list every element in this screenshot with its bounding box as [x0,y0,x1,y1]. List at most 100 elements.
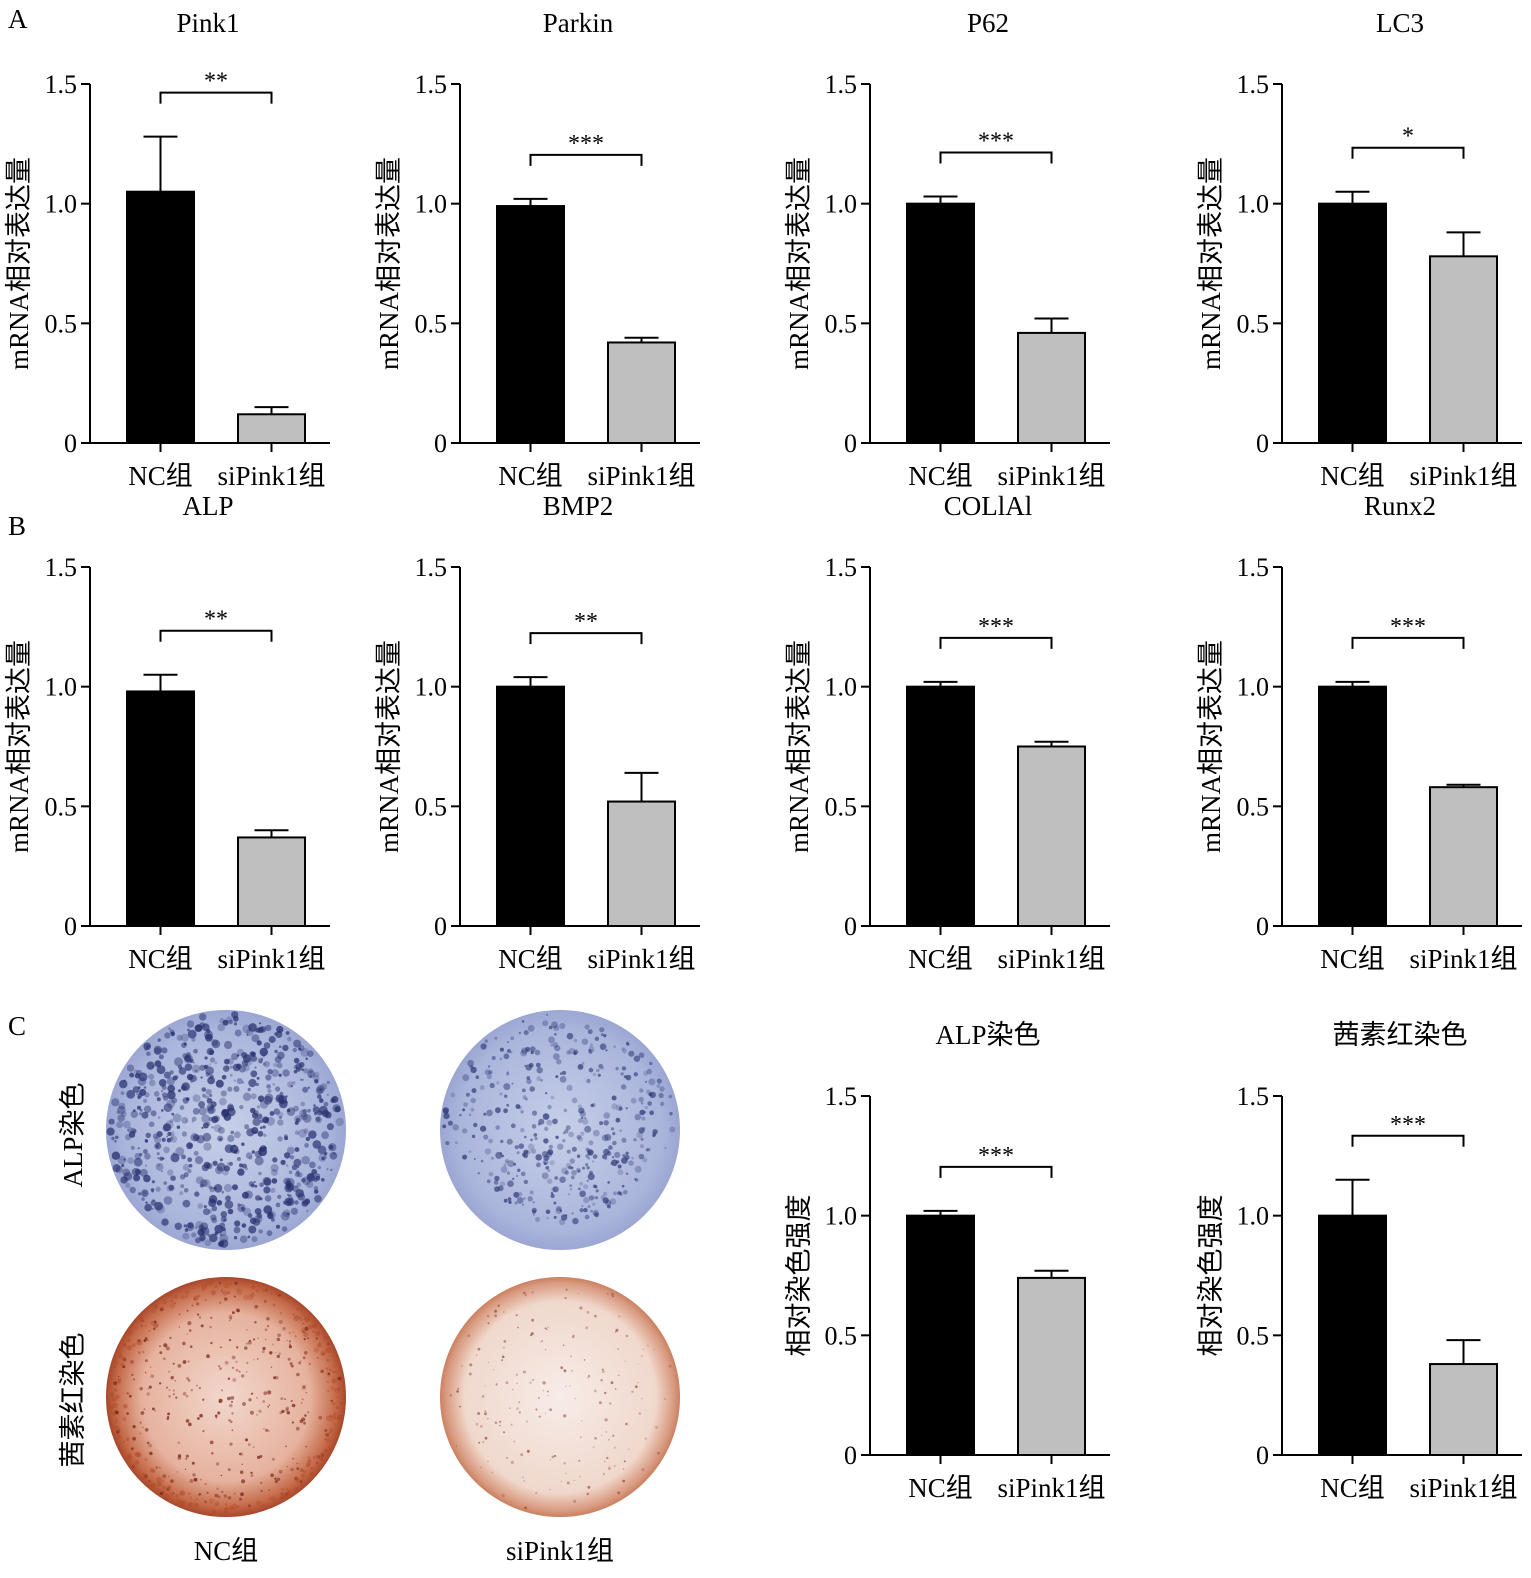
stain-speck [544,1126,549,1131]
stain-speck [302,1330,305,1334]
stain-speck [308,1363,311,1365]
stain-speck [294,1115,302,1123]
stain-speck [162,1300,167,1305]
stain-speck [516,1382,518,1385]
stain-speck [191,1232,197,1238]
stain-speck [313,1347,320,1353]
significance-label: ** [204,607,228,633]
stain-speck [228,1161,233,1166]
stain-speck [621,1157,628,1164]
stain-speck [642,1157,648,1163]
stain-speck [301,1078,304,1081]
stain-speck [520,1453,524,1457]
stain-speck [564,1129,569,1134]
stain-speck [169,1131,175,1137]
stain-speck [182,1341,186,1346]
stain-speck [223,1282,230,1289]
stain-speck [235,1360,238,1364]
stain-speck [538,1415,541,1419]
stain-speck [566,1481,570,1485]
y-tick-label: 0 [434,429,447,458]
stain-speck [254,1184,258,1188]
stain-speck [530,1148,537,1154]
stain-speck [302,1323,304,1325]
stain-speck [130,1110,138,1119]
stain-speck [317,1357,319,1359]
stain-speck [234,1220,241,1227]
stain-speck [611,1159,618,1167]
col-label-si: siPink1组 [506,1536,614,1566]
stain-speck [172,1389,175,1392]
stain-speck [525,1064,532,1071]
stain-speck [262,1054,265,1058]
stain-speck [161,1485,166,1489]
stain-speck [179,1490,186,1496]
stain-speck [482,1441,485,1443]
stain-speck [188,1163,193,1168]
stain-speck [268,1404,271,1406]
stain-speck [213,1186,217,1190]
stain-speck [198,1316,202,1319]
stain-speck [285,1164,289,1167]
stain-speck [325,1415,332,1421]
stain-speck [579,1306,583,1310]
stain-speck [168,1486,171,1489]
stain-speck [536,1076,542,1082]
stain-speck [199,1238,205,1243]
stain-speck [274,1352,277,1354]
stain-speck [484,1148,492,1155]
stain-speck [267,1405,269,1408]
stain-speck [583,1207,588,1213]
stain-speck [523,1480,525,1482]
stain-speck [579,1181,583,1186]
stain-speck [641,1468,645,1472]
stain-speck [327,1389,330,1393]
stain-speck [196,1302,200,1306]
stain-speck [553,1053,560,1060]
significance-bracket [939,151,1053,164]
stain-speck [578,1459,581,1462]
stain-speck [533,1133,538,1137]
stain-speck [581,1062,585,1065]
stain-speck [559,1176,566,1183]
stain-speck [331,1378,337,1384]
stain-speck [187,1492,191,1495]
stain-speck [540,1079,543,1082]
stain-speck [332,1104,341,1113]
stain-speck [224,1040,233,1050]
stain-speck [616,1160,620,1164]
stain-speck [256,1397,258,1399]
stain-speck [143,1086,147,1089]
stain-speck [247,1087,251,1092]
stain-speck [187,1321,192,1326]
stain-speck [141,1111,149,1119]
stain-speck [501,1355,505,1359]
stain-speck [587,1374,591,1378]
stain-speck [554,1045,561,1052]
stain-speck [229,1442,233,1446]
stain-speck [506,1072,510,1076]
stain-speck [522,1203,524,1206]
stain-speck [303,1469,307,1474]
y-tick-label: 1.5 [45,553,78,582]
stain-speck [186,1142,194,1150]
stain-speck [332,1371,334,1373]
stain-speck [229,1320,231,1322]
stain-speck [147,1441,150,1445]
stain-speck [285,1095,288,1098]
stain-speck [295,1063,303,1070]
stain-speck [622,1048,627,1054]
stain-speck [565,1385,567,1388]
stain-speck [559,1072,563,1075]
stain-speck [604,1391,607,1395]
stain-speck [553,1454,557,1458]
stain-speck [253,1358,255,1361]
stain-speck [161,1109,164,1112]
stain-speck [312,1106,320,1114]
stain-speck [286,1200,290,1204]
stain-speck [153,1483,155,1486]
bar-sipink1 [1017,745,1086,927]
stain-speck [523,1179,529,1185]
stain-speck [503,1083,511,1091]
stain-speck [232,1311,235,1314]
